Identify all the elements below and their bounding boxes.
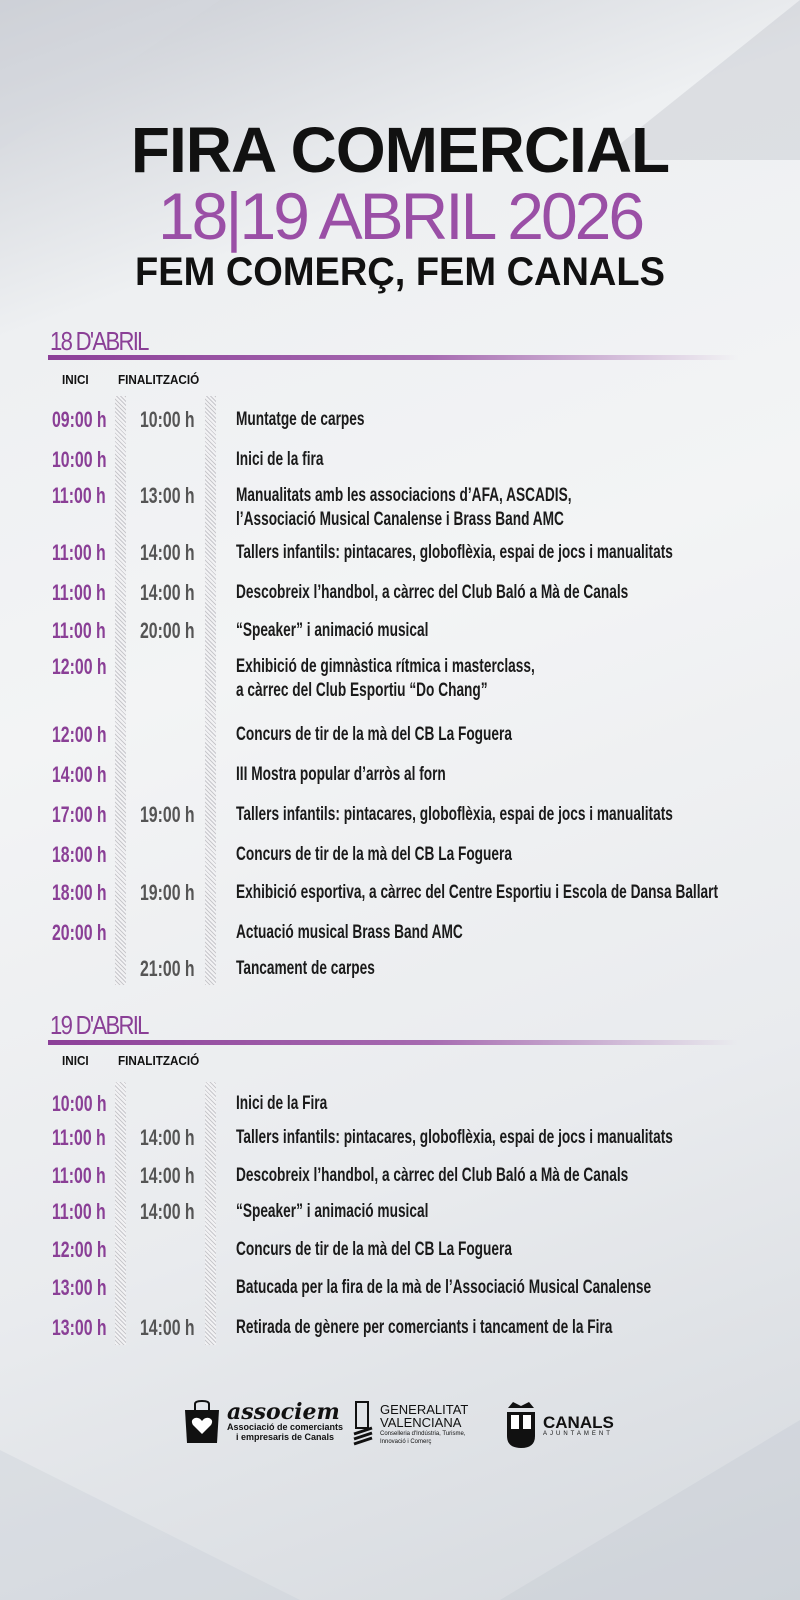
column-separator	[115, 396, 126, 985]
event-end-time: 13:00 h	[140, 483, 195, 508]
event-description: Exhibició de gimnàstica rítmica i master…	[236, 656, 535, 677]
event-description: “Speaker” i animació musical	[236, 620, 429, 641]
column-header-start: INICI	[62, 372, 89, 387]
event-description: Concurs de tir de la mà del CB La Foguer…	[236, 844, 512, 865]
column-header-end: FINALITZACIÓ	[118, 1053, 200, 1068]
event-description: Inici de la fira	[236, 449, 324, 470]
event-end-time: 14:00 h	[140, 1125, 195, 1150]
event-start-time: 11:00 h	[52, 580, 106, 605]
day-divider	[48, 355, 738, 360]
canals-logo: CANALS AJUNTAMENT	[505, 1400, 614, 1450]
event-description: “Speaker” i animació musical	[236, 1201, 429, 1222]
event-start-time: 12:00 h	[52, 1237, 107, 1262]
event-start-time: 11:00 h	[52, 1163, 106, 1188]
event-end-time: 20:00 h	[140, 618, 195, 643]
event-description: Concurs de tir de la mà del CB La Foguer…	[236, 1239, 512, 1260]
background-shape	[0, 1450, 300, 1600]
event-start-time: 11:00 h	[52, 618, 106, 643]
event-start-time: 11:00 h	[52, 1125, 106, 1150]
event-description: Tallers infantils: pintacares, globoflèx…	[236, 1127, 673, 1148]
event-end-time: 14:00 h	[140, 540, 195, 565]
event-description: Exhibició esportiva, a càrrec del Centre…	[236, 882, 719, 903]
event-start-time: 11:00 h	[52, 540, 106, 565]
generalitat-emblem-icon	[353, 1401, 373, 1446]
event-start-time: 18:00 h	[52, 842, 107, 867]
event-end-time: 19:00 h	[140, 880, 195, 905]
event-start-time: 18:00 h	[52, 880, 107, 905]
event-description: Retirada de gènere per comerciants i tan…	[236, 1317, 613, 1338]
background-shape	[500, 1420, 800, 1600]
generalitat-logo: GENERALITAT VALENCIANA Conselleria d'Ind…	[352, 1400, 468, 1448]
event-description: III Mostra popular d’arròs al forn	[236, 764, 446, 785]
event-description: l’Associació Musical Canalense i Brass B…	[236, 509, 564, 530]
event-description: Batucada per la fira de la mà de l’Assoc…	[236, 1277, 652, 1298]
event-start-time: 12:00 h	[52, 654, 107, 679]
day-divider	[48, 1040, 738, 1045]
event-description: Actuació musical Brass Band AMC	[236, 922, 463, 943]
event-end-time: 14:00 h	[140, 1163, 195, 1188]
poster-title: FIRA COMERCIAL	[130, 114, 670, 186]
event-end-time: 19:00 h	[140, 802, 195, 827]
event-description: Tallers infantils: pintacares, globoflèx…	[236, 542, 673, 563]
event-start-time: 10:00 h	[52, 1091, 107, 1116]
associem-logo: associem Associació de comerciants i emp…	[183, 1400, 343, 1444]
background-shape	[0, 0, 220, 150]
poster-dates: 18|19 ABRIL 2026	[157, 179, 645, 253]
event-description: Concurs de tir de la mà del CB La Foguer…	[236, 724, 512, 745]
column-header-end: FINALITZACIÓ	[118, 372, 200, 387]
event-end-time: 21:00 h	[140, 956, 195, 981]
shopping-bag-heart-icon	[185, 1400, 219, 1443]
event-description: Muntatge de carpes	[236, 409, 365, 430]
event-start-time: 17:00 h	[52, 802, 107, 827]
event-description: Tallers infantils: pintacares, globoflèx…	[236, 804, 673, 825]
event-description: Descobreix l’handbol, a càrrec del Club …	[236, 582, 629, 603]
event-end-time: 14:00 h	[140, 580, 195, 605]
day-heading: 18 D'ABRIL	[50, 326, 149, 356]
event-end-time: 14:00 h	[140, 1315, 195, 1340]
event-start-time: 12:00 h	[52, 722, 107, 747]
event-start-time: 13:00 h	[52, 1275, 107, 1300]
background-shape	[600, 0, 800, 160]
column-separator	[115, 1082, 126, 1345]
event-start-time: 14:00 h	[52, 762, 107, 787]
column-separator	[205, 396, 216, 985]
event-description: Descobreix l’handbol, a càrrec del Club …	[236, 1165, 629, 1186]
event-description: a càrrec del Club Esportiu “Do Chang”	[236, 680, 488, 701]
canals-coat-of-arms-icon	[507, 1402, 535, 1448]
event-start-time: 13:00 h	[52, 1315, 107, 1340]
event-end-time: 10:00 h	[140, 407, 195, 432]
event-start-time: 09:00 h	[52, 407, 107, 432]
day-heading: 19 D'ABRIL	[50, 1010, 149, 1040]
event-description: Inici de la Fira	[236, 1093, 328, 1114]
event-description: Manualitats amb les associacions d’AFA, …	[236, 485, 572, 506]
event-start-time: 11:00 h	[52, 1199, 106, 1224]
event-start-time: 11:00 h	[52, 483, 106, 508]
column-separator	[205, 1082, 216, 1345]
column-header-start: INICI	[62, 1053, 89, 1068]
event-end-time: 14:00 h	[140, 1199, 195, 1224]
event-description: Tancament de carpes	[236, 958, 375, 979]
event-start-time: 10:00 h	[52, 447, 107, 472]
poster-slogan: FEM COMERÇ, FEM CANALS	[135, 250, 665, 294]
event-start-time: 20:00 h	[52, 920, 107, 945]
